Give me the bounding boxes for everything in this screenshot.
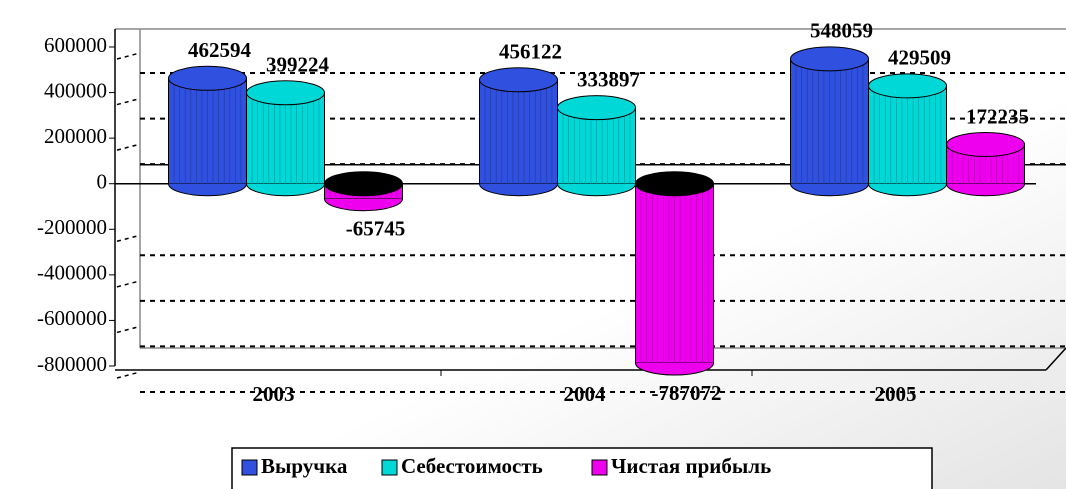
bar-top bbox=[868, 73, 947, 99]
data-label: -787072 bbox=[652, 381, 722, 405]
grid-slant bbox=[116, 325, 141, 334]
bar-bottom bbox=[246, 183, 325, 197]
legend-label: Выручка bbox=[261, 454, 348, 478]
y-tick-label: -800000 bbox=[37, 352, 107, 376]
data-label: 548059 bbox=[810, 19, 873, 43]
bar bbox=[790, 46, 869, 197]
x-tick-label: 2004 bbox=[564, 382, 607, 406]
grid-slant bbox=[116, 234, 141, 243]
bar bbox=[868, 73, 947, 197]
bar bbox=[557, 95, 636, 197]
data-label: 456122 bbox=[499, 40, 562, 64]
x-tick-label: 2003 bbox=[253, 382, 295, 406]
bar-top bbox=[246, 80, 325, 106]
bar-bottom bbox=[324, 198, 403, 212]
grid-slant bbox=[116, 371, 141, 379]
bar-bottom bbox=[635, 362, 714, 376]
data-label: 333897 bbox=[577, 67, 640, 91]
bar-top bbox=[946, 131, 1025, 157]
bar-top bbox=[324, 171, 403, 197]
bar bbox=[324, 171, 403, 212]
legend-swatch bbox=[591, 459, 608, 476]
grid-slant bbox=[116, 52, 141, 60]
legend-label: Себестоимость bbox=[401, 454, 543, 478]
grid-slant bbox=[116, 143, 141, 151]
bar-bottom bbox=[790, 183, 869, 197]
y-tick-label: 0 bbox=[97, 170, 108, 194]
bar-top bbox=[557, 95, 636, 121]
bar-bottom bbox=[868, 183, 947, 197]
data-label: 172235 bbox=[966, 104, 1029, 128]
y-tick-label: 200000 bbox=[44, 124, 107, 148]
data-label: 462594 bbox=[188, 38, 252, 62]
bar-top bbox=[635, 171, 714, 197]
bar-bottom bbox=[479, 183, 558, 197]
bar-bottom bbox=[168, 183, 247, 197]
floor-right bbox=[1045, 347, 1066, 371]
y-tick-label: -600000 bbox=[37, 306, 107, 330]
legend-swatch bbox=[241, 459, 258, 476]
data-label: 429509 bbox=[888, 46, 951, 70]
bar-top bbox=[479, 67, 558, 93]
bar bbox=[168, 65, 247, 197]
bar bbox=[479, 67, 558, 197]
legend-box bbox=[231, 447, 933, 489]
legend-swatch bbox=[381, 459, 398, 476]
legend-label: Чистая прибыль bbox=[611, 454, 771, 478]
bar bbox=[635, 171, 714, 376]
legend: Выручка Себестоимость Чистая прибыль bbox=[231, 447, 933, 489]
bar-top bbox=[790, 46, 869, 72]
data-label: -65745 bbox=[346, 217, 406, 241]
bar-bottom bbox=[557, 183, 636, 197]
data-label: 399224 bbox=[266, 53, 330, 77]
y-tick-label: 600000 bbox=[44, 33, 107, 57]
bar-top bbox=[168, 65, 247, 91]
bar-bottom bbox=[946, 183, 1025, 197]
bar bbox=[946, 131, 1025, 197]
x-tick-label: 2005 bbox=[875, 382, 917, 406]
grid-slant bbox=[116, 97, 141, 106]
bar bbox=[246, 80, 325, 197]
y-tick-label: -400000 bbox=[37, 261, 107, 285]
y-tick-label: 400000 bbox=[44, 78, 107, 102]
grid-slant bbox=[116, 280, 141, 288]
y-tick-label: -200000 bbox=[37, 215, 107, 239]
